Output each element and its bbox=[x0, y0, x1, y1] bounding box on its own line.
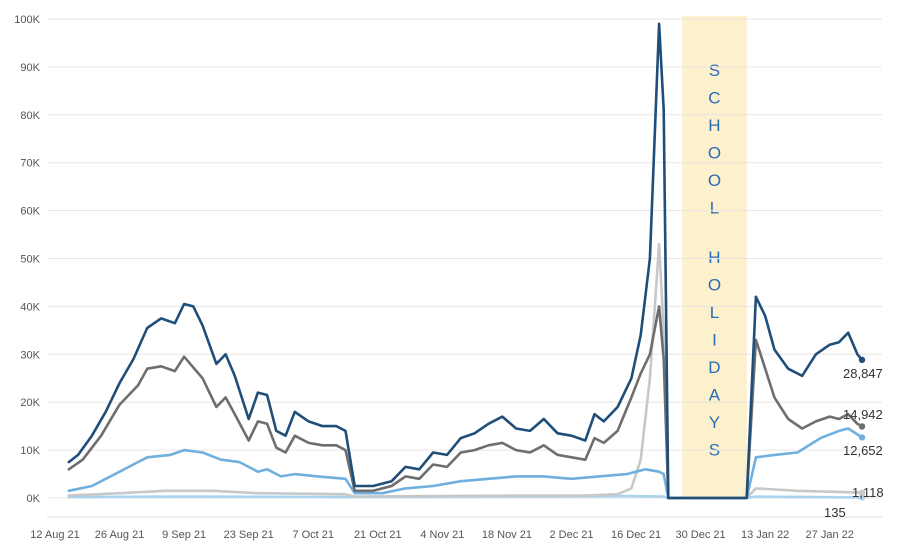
x-tick-label: 13 Jan 22 bbox=[741, 529, 789, 541]
holiday-letter: Y bbox=[709, 413, 720, 432]
x-tick-label: 9 Sep 21 bbox=[162, 529, 206, 541]
x-tick-label: 21 Oct 21 bbox=[354, 529, 402, 541]
y-tick-label: 90K bbox=[20, 62, 40, 74]
y-tick-label: 20K bbox=[20, 397, 40, 409]
y-tick-label: 60K bbox=[20, 206, 40, 218]
x-tick-label: 27 Jan 22 bbox=[806, 529, 854, 541]
series-line bbox=[67, 305, 864, 500]
series-end-point bbox=[858, 489, 866, 496]
y-tick-label: 40K bbox=[20, 301, 40, 313]
end-value-label: 28,847 bbox=[843, 366, 883, 381]
end-value-label: 135 bbox=[824, 505, 846, 520]
series-lines bbox=[67, 22, 866, 501]
series-end-point bbox=[858, 423, 866, 430]
series-line bbox=[67, 494, 864, 500]
end-value-label: 12,652 bbox=[843, 443, 883, 458]
holiday-letter: C bbox=[708, 89, 720, 108]
y-tick-label: 30K bbox=[20, 349, 40, 361]
x-tick-label: 30 Dec 21 bbox=[676, 529, 726, 541]
y-tick-label: 80K bbox=[20, 110, 40, 122]
holiday-letter: A bbox=[709, 386, 721, 405]
holiday-letter: L bbox=[710, 303, 719, 322]
series-line bbox=[67, 427, 864, 500]
x-axis: 12 Aug 21 26 Aug 21 9 Sep 21 23 Sep 21 7 Oct… bbox=[30, 516, 882, 541]
holiday-letter: O bbox=[708, 171, 721, 190]
holiday-letter: L bbox=[710, 199, 719, 218]
end-labels: 28,847 14,942 12,652 1,118 135 bbox=[824, 366, 884, 520]
holiday-letter: S bbox=[709, 61, 720, 80]
x-tick-label: 12 Aug 21 bbox=[30, 529, 80, 541]
series-end-point bbox=[858, 356, 866, 364]
end-value-label: 1,118 bbox=[852, 485, 884, 500]
x-tick-label: 26 Aug 21 bbox=[95, 529, 145, 541]
x-tick-label: 4 Nov 21 bbox=[420, 529, 464, 541]
holiday-letter: D bbox=[708, 358, 720, 377]
x-tick-label: 18 Nov 21 bbox=[482, 529, 532, 541]
holiday-letter: O bbox=[708, 144, 721, 163]
x-tick-label: 16 Dec 21 bbox=[611, 529, 661, 541]
y-tick-label: 100K bbox=[14, 14, 40, 26]
x-tick-label: 7 Oct 21 bbox=[292, 529, 334, 541]
series-line bbox=[67, 22, 864, 500]
holiday-letter: H bbox=[708, 248, 720, 267]
x-tick-label: 2 Dec 21 bbox=[549, 529, 593, 541]
y-axis: 0K 10K 20K 30K 40K 50K 60K 70K 80K 90K 100K bbox=[14, 14, 40, 505]
holiday-letter: H bbox=[708, 116, 720, 135]
holiday-letter: I bbox=[712, 331, 717, 350]
holiday-band-rect bbox=[682, 16, 747, 498]
y-tick-label: 0K bbox=[27, 493, 41, 505]
y-tick-label: 10K bbox=[20, 445, 40, 457]
y-tick-label: 50K bbox=[20, 254, 40, 266]
grid-lines bbox=[47, 18, 882, 499]
x-tick-label: 23 Sep 21 bbox=[224, 529, 274, 541]
y-tick-label: 70K bbox=[20, 158, 40, 170]
end-value-label: 14,942 bbox=[843, 407, 883, 422]
holiday-letter: O bbox=[708, 276, 721, 295]
series-end-point bbox=[858, 494, 866, 501]
series-end-point bbox=[858, 434, 866, 441]
